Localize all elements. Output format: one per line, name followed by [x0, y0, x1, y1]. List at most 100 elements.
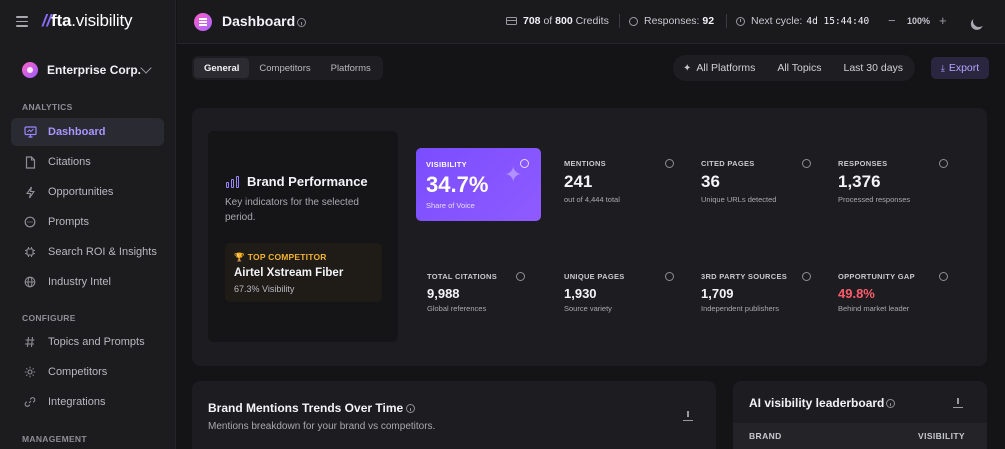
tab-platforms[interactable]: Platforms	[330, 62, 371, 74]
info-icon[interactable]	[802, 272, 811, 281]
info-icon[interactable]	[520, 159, 529, 168]
chevron-down-icon	[140, 62, 152, 74]
sidebar-item-competitors[interactable]: Competitors	[11, 358, 164, 386]
brand-mentions-trends-card: Brand Mentions Trends Over Time Mentions…	[192, 381, 716, 449]
sidebar-item-label: Integrations	[48, 396, 106, 408]
sidebar-item-prompts[interactable]: Prompts	[11, 208, 164, 236]
sidebar-item-label: Prompts	[48, 216, 89, 228]
sidebar-item-dashboard[interactable]: Dashboard	[11, 118, 164, 146]
metric-total-citations: TOTAL CITATIONS 9,988 Global references	[427, 272, 539, 313]
metric-subtext: Source variety	[564, 304, 612, 313]
visibility-card[interactable]: VISIBILITY 34.7% Share of Voice ✦	[416, 148, 541, 221]
org-avatar	[22, 62, 38, 78]
view-tabs: General Competitors Platforms	[192, 56, 383, 80]
monitor-icon	[23, 125, 37, 139]
section-label-management: MANAGEMENT	[22, 434, 87, 444]
file-icon	[23, 155, 37, 169]
info-icon[interactable]	[406, 404, 415, 413]
metric-responses: RESPONSES 1,376 Processed responses	[838, 159, 950, 204]
info-icon[interactable]	[665, 159, 674, 168]
brand-performance-title: Brand Performance	[247, 174, 368, 189]
bolt-icon	[23, 185, 37, 199]
column-header-brand[interactable]: BRAND	[749, 431, 782, 441]
info-icon[interactable]	[297, 18, 306, 27]
info-icon[interactable]	[665, 272, 674, 281]
download-icon[interactable]	[683, 411, 693, 421]
zoom-in-button[interactable]: +	[939, 13, 947, 28]
zoom-out-button[interactable]: −	[888, 13, 896, 28]
section-label-analytics: ANALYTICS	[22, 102, 73, 112]
org-switcher[interactable]: Enterprise Corp.	[12, 56, 164, 84]
metric-value: 1,376	[838, 172, 881, 191]
info-icon[interactable]	[886, 399, 895, 408]
filter-platforms[interactable]: All Platforms	[696, 62, 756, 74]
metric-value: 1,930	[564, 286, 597, 301]
sidebar-item-search-roi[interactable]: Search ROI & Insights	[11, 238, 164, 266]
metric-subtext: Behind market leader	[838, 304, 910, 313]
responses-indicator: Responses: 92	[629, 15, 714, 27]
hash-icon	[23, 335, 37, 349]
sidebar-item-label: Dashboard	[48, 126, 106, 138]
next-cycle-label: Next cycle:	[751, 15, 803, 27]
column-header-visibility[interactable]: VISIBILITY	[918, 431, 965, 441]
trends-description: Mentions breakdown for your brand vs com…	[208, 421, 436, 432]
brand-performance-card: Brand Performance Key indicators for the…	[208, 131, 398, 342]
top-competitor-card[interactable]: 🏆 TOP COMPETITOR Airtel Xstream Fiber 67.…	[225, 243, 382, 302]
info-icon[interactable]	[939, 159, 948, 168]
header-divider	[726, 14, 727, 28]
metric-value: 36	[701, 172, 720, 191]
info-icon[interactable]	[939, 272, 948, 281]
sparkle-icon: ✦	[683, 62, 692, 74]
sidebar-item-label: Topics and Prompts	[48, 336, 145, 348]
filter-topics[interactable]: All Topics	[777, 62, 822, 74]
filter-bar: ✦ All Platforms All Topics Last 30 days	[673, 55, 915, 81]
section-label-configure: CONFIGURE	[22, 313, 76, 323]
moon-icon[interactable]	[971, 13, 986, 28]
export-label: Export	[948, 62, 980, 74]
info-icon[interactable]	[802, 159, 811, 168]
metric-subtext: out of 4,444 total	[564, 195, 620, 204]
tab-general[interactable]: General	[194, 58, 250, 78]
logo-slashes: //	[42, 11, 52, 30]
metric-label: VISIBILITY	[426, 160, 467, 169]
logo-suffix: .visibility	[71, 11, 133, 30]
chat-icon	[629, 16, 638, 26]
export-button[interactable]: ⤓ Export	[931, 57, 989, 79]
link-icon	[23, 395, 37, 409]
filter-date-range[interactable]: Last 30 days	[843, 62, 904, 74]
credits-of: of	[543, 15, 553, 27]
tab-competitors[interactable]: Competitors	[259, 62, 311, 74]
download-icon[interactable]	[953, 398, 963, 408]
app-logo[interactable]: //fta.visibility	[42, 11, 133, 31]
menu-icon[interactable]	[16, 16, 28, 27]
globe-icon	[23, 275, 37, 289]
metric-value: 34.7%	[426, 172, 489, 197]
brand-row: //fta.visibility	[0, 0, 176, 44]
metric-subtext: Unique URLs detected	[701, 195, 777, 204]
page-title: Dashboard	[222, 13, 296, 29]
top-competitor-visibility: 67.3% Visibility	[234, 284, 295, 294]
sparkle-icon: ✦	[504, 162, 523, 187]
sidebar-item-label: Opportunities	[48, 186, 114, 198]
metric-value: 241	[564, 172, 593, 191]
download-icon: ⤓	[940, 62, 945, 73]
sidebar-item-topics-prompts[interactable]: Topics and Prompts	[11, 328, 164, 356]
ai-visibility-leaderboard-card: AI visibility leaderboard BRAND VISIBILI…	[733, 381, 987, 449]
sidebar-item-opportunities[interactable]: Opportunities	[11, 178, 164, 206]
metric-label: MENTIONS	[564, 159, 606, 168]
metric-label: 3RD PARTY SOURCES	[701, 272, 788, 281]
info-icon[interactable]	[516, 272, 525, 281]
credit-card-icon	[506, 17, 517, 25]
dashboard-icon	[194, 13, 212, 31]
metric-subtext: Independent publishers	[701, 304, 779, 313]
trophy-icon: 🏆	[234, 252, 245, 262]
sidebar-item-citations[interactable]: Citations	[11, 148, 164, 176]
metric-label: UNIQUE PAGES	[564, 272, 625, 281]
brand-performance-description: Key indicators for the selected period.	[225, 197, 359, 223]
header-divider	[619, 14, 620, 28]
sidebar-item-integrations[interactable]: Integrations	[11, 388, 164, 416]
logo-brand: fta	[51, 11, 72, 30]
metric-subtext: Global references	[427, 304, 487, 313]
sidebar-item-industry-intel[interactable]: Industry Intel	[11, 268, 164, 296]
